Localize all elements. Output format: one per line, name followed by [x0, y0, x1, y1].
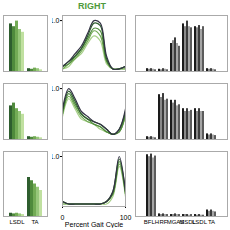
- svg-text:LSDL: LSDL: [9, 219, 25, 225]
- svg-text:BFLH: BFLH: [144, 219, 159, 225]
- svg-text:LSDL: LSDL: [192, 219, 208, 225]
- svg-text:1.0: 1.0: [52, 85, 60, 92]
- svg-text:TA: TA: [31, 219, 38, 225]
- svg-text:1.0: 1.0: [52, 17, 60, 24]
- svg-text:TA: TA: [208, 219, 215, 225]
- svg-text:1.0: 1.0: [52, 153, 60, 160]
- svg-text:Percent Gait Cycle: Percent Gait Cycle: [65, 221, 123, 229]
